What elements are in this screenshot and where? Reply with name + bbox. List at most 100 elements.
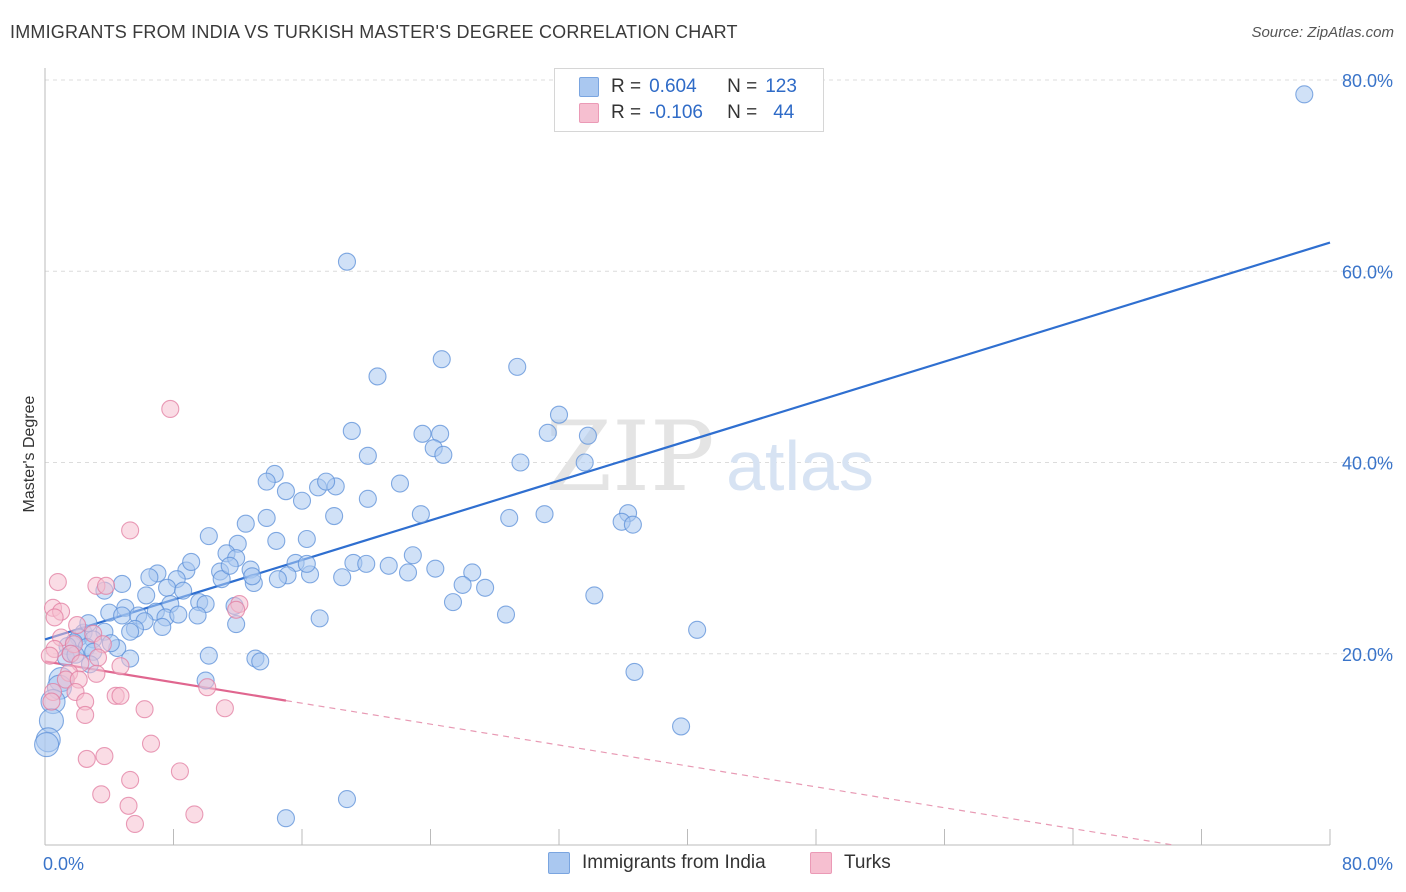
- stats-legend: R = 0.604 N = 123 R = -0.106 N = 44: [554, 68, 824, 132]
- india-point: [500, 508, 519, 528]
- india-point: [434, 445, 453, 464]
- india-point: [623, 515, 642, 534]
- legend-swatch-turks: [810, 852, 832, 874]
- india-point: [357, 554, 376, 573]
- india-point: [236, 514, 255, 533]
- n-label: N =: [727, 76, 758, 97]
- india-point: [158, 578, 177, 597]
- legend-item-turks: Turks: [810, 852, 891, 874]
- india-point: [140, 568, 159, 587]
- turks-point: [198, 678, 217, 697]
- india-point: [220, 556, 239, 575]
- watermark-zip: ZIP: [545, 401, 714, 513]
- india-point: [317, 472, 336, 491]
- n-value: 123: [765, 76, 797, 97]
- india-trend-line: [44, 241, 1331, 641]
- india-point: [257, 472, 276, 491]
- india-point: [199, 527, 218, 546]
- india-point: [337, 790, 357, 809]
- india-point: [358, 446, 377, 465]
- india-point: [398, 563, 418, 582]
- india-point: [212, 570, 231, 589]
- turks-point: [111, 686, 130, 705]
- india-point: [403, 546, 422, 565]
- r-label: R =: [611, 102, 642, 123]
- india-point: [358, 489, 377, 508]
- india-point: [549, 405, 569, 424]
- india-point: [325, 506, 344, 526]
- india-point: [575, 453, 594, 472]
- turks-point: [77, 749, 96, 768]
- turks-point: [185, 805, 204, 824]
- n-value: 44: [773, 102, 795, 123]
- n-label: N =: [727, 102, 758, 123]
- india-point: [453, 575, 472, 594]
- legend-label-turks: Turks: [844, 852, 891, 873]
- india-point: [342, 421, 361, 440]
- india-point: [1295, 85, 1314, 104]
- india-point: [297, 554, 316, 573]
- india-point: [169, 605, 188, 624]
- turks-point: [40, 646, 59, 665]
- india-point: [625, 662, 644, 681]
- india-point: [413, 424, 432, 443]
- india-point: [243, 567, 262, 586]
- india-point: [113, 574, 132, 593]
- legend-swatch-india: [548, 852, 570, 874]
- r-value: -0.106: [649, 102, 703, 123]
- india-point: [34, 732, 60, 758]
- india-point: [426, 559, 445, 578]
- india-point: [188, 606, 207, 625]
- india-point: [672, 717, 691, 736]
- india-point: [368, 367, 387, 386]
- india-point: [538, 423, 557, 442]
- turks-point: [121, 521, 140, 540]
- y-tick-label: 60.0%: [1342, 262, 1393, 282]
- legend-row-turks: R = -0.106 N = 44: [579, 100, 794, 126]
- turks-point: [119, 796, 138, 815]
- data-points: [34, 85, 1314, 834]
- india-point: [121, 622, 140, 641]
- india-point: [276, 482, 295, 501]
- india-point: [688, 620, 707, 639]
- india-point: [511, 453, 530, 472]
- r-label: R =: [611, 76, 642, 97]
- y-tick-label: 20.0%: [1342, 645, 1393, 665]
- india-point: [292, 491, 312, 510]
- india-point: [251, 652, 270, 671]
- india-point: [337, 252, 357, 271]
- turks-point: [170, 762, 189, 781]
- india-point: [432, 350, 451, 369]
- india-point: [257, 508, 276, 528]
- source-label: Source: ZipAtlas.com: [1251, 24, 1394, 41]
- x-tick-label: 80.0%: [1342, 854, 1393, 874]
- india-point: [463, 563, 482, 582]
- turks-point: [111, 657, 130, 676]
- chart-title: IMMIGRANTS FROM INDIA VS TURKISH MASTER'…: [10, 22, 738, 42]
- turks-point: [45, 608, 64, 627]
- legend-label-india: Immigrants from India: [582, 852, 766, 873]
- turks-point: [215, 699, 234, 718]
- india-point: [297, 529, 316, 549]
- legend-swatch-turks: [579, 103, 599, 123]
- india-point: [268, 570, 287, 589]
- turks-point: [125, 814, 144, 834]
- india-point: [310, 609, 329, 628]
- india-point: [578, 426, 597, 445]
- india-point: [411, 505, 430, 524]
- turks-point: [95, 747, 114, 766]
- turks-point: [88, 648, 108, 667]
- india-point: [113, 606, 132, 625]
- india-point: [585, 586, 604, 605]
- turks-point: [42, 692, 61, 711]
- india-point: [153, 617, 172, 637]
- turks-point: [48, 572, 67, 592]
- tick-labels: 20.0% 40.0% 60.0% 80.0% 0.0% 80.0%: [43, 71, 1393, 874]
- india-point: [496, 605, 516, 624]
- turks-point: [68, 616, 87, 635]
- y-tick-label: 40.0%: [1342, 454, 1393, 474]
- turks-point: [141, 734, 161, 753]
- india-point: [379, 556, 398, 575]
- india-point: [267, 531, 286, 550]
